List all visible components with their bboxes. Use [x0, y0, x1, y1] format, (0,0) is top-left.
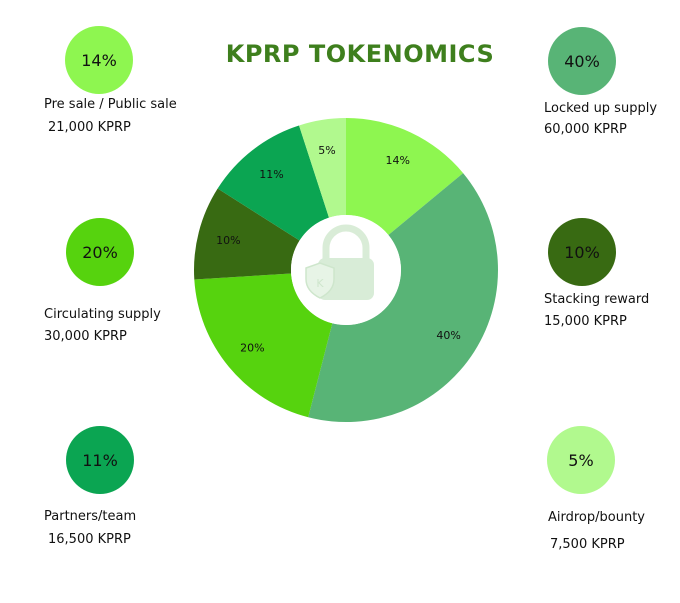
- donut-slice: [308, 173, 498, 423]
- legend-badge-partners-value: 11%: [82, 450, 118, 470]
- legend-label-presale: Pre sale / Public sale: [44, 97, 177, 112]
- legend-badge-stacking-value: 10%: [564, 242, 600, 262]
- legend-amount-airdrop: 7,500 KPRP: [550, 537, 625, 552]
- donut-slices: [194, 118, 498, 423]
- slice-value-label: 10%: [216, 234, 240, 247]
- chart-title: KPRP TOKENOMICS: [225, 40, 495, 68]
- legend-badge-presale: 14%: [65, 26, 133, 94]
- slice-value-label: 11%: [259, 168, 283, 181]
- legend-badge-circulating-value: 20%: [82, 242, 118, 262]
- legend-badge-locked: 40%: [548, 27, 616, 95]
- legend-badge-airdrop: 5%: [547, 426, 615, 494]
- donut-slice: [194, 273, 333, 418]
- legend-amount-partners: 16,500 KPRP: [48, 532, 131, 547]
- legend-label-circulating: Circulating supply: [44, 307, 161, 322]
- donut-slice: [194, 188, 300, 280]
- legend-badge-circulating: 20%: [66, 218, 134, 286]
- legend-label-airdrop: Airdrop/bounty: [548, 510, 645, 525]
- svg-text:K: K: [316, 277, 324, 290]
- legend-badge-stacking: 10%: [548, 218, 616, 286]
- slice-value-label: 40%: [436, 329, 460, 342]
- donut-slice: [299, 118, 346, 218]
- legend-amount-presale: 21,000 KPRP: [48, 120, 131, 135]
- donut-slice: [346, 118, 464, 235]
- slice-value-label: 20%: [240, 341, 264, 354]
- legend-badge-locked-value: 40%: [564, 51, 600, 71]
- slice-labels: 14% 40% 20% 10% 11% 5%: [216, 144, 461, 354]
- slice-value-label: 14%: [386, 154, 410, 167]
- donut-slice: [217, 125, 330, 241]
- legend-amount-stacking: 15,000 KPRP: [544, 314, 627, 329]
- legend-label-stacking: Stacking reward: [544, 292, 650, 307]
- legend-badge-partners: 11%: [66, 426, 134, 494]
- legend-amount-locked: 60,000 KPRP: [544, 122, 627, 137]
- legend-amount-circulating: 30,000 KPRP: [44, 329, 127, 344]
- legend-badge-presale-value: 14%: [81, 50, 117, 70]
- legend-label-locked: Locked up supply: [544, 101, 658, 116]
- legend-badge-airdrop-value: 5%: [568, 450, 594, 470]
- slice-value-label: 5%: [318, 144, 335, 157]
- lock-icon: K: [305, 224, 374, 300]
- legend-label-partners: Partners/team: [44, 509, 137, 524]
